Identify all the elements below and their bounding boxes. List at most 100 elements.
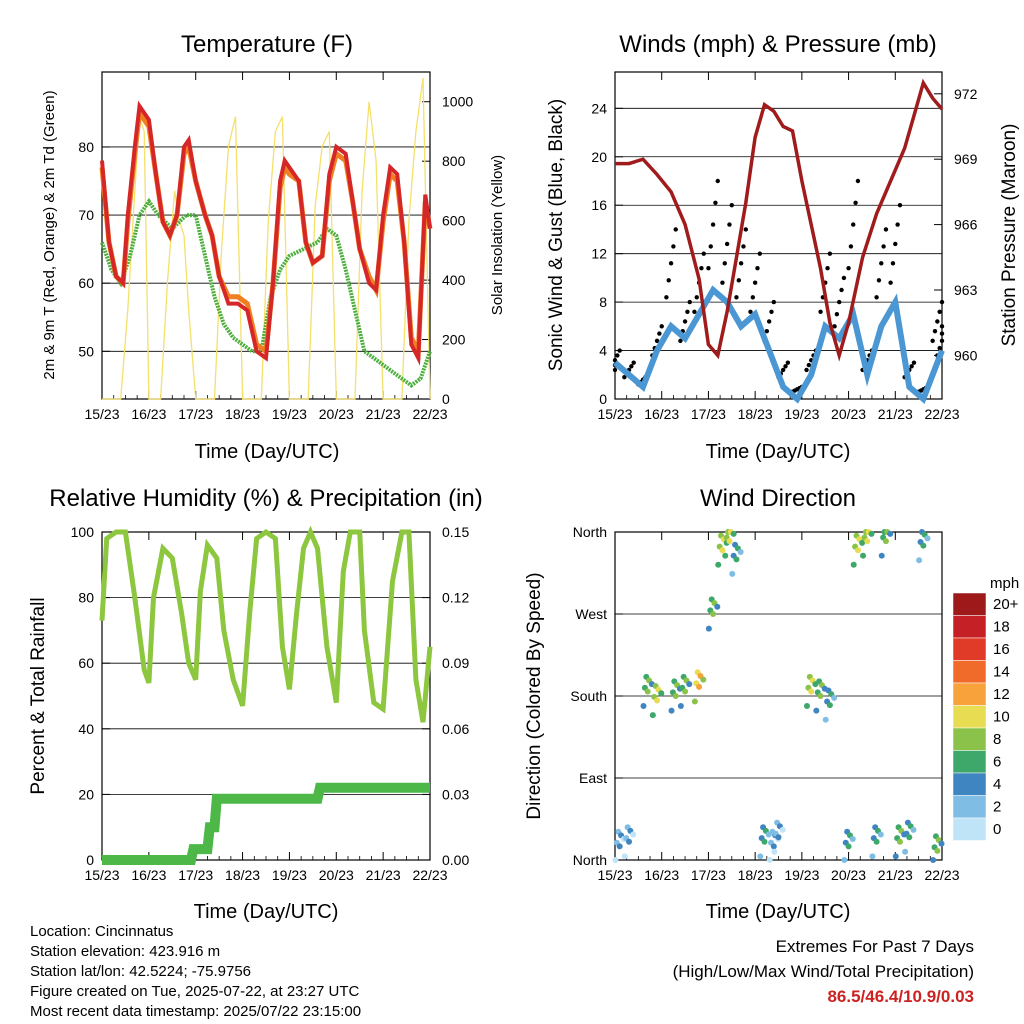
direction-point [761, 838, 768, 845]
gust-points [612, 178, 945, 394]
temp-2m-line [100, 100, 432, 366]
gust-point [629, 364, 634, 369]
colorbar-label: 14 [993, 664, 1010, 681]
y-tick-label: 60 [78, 655, 94, 671]
y2-tick-label: 400 [442, 272, 466, 288]
gust-point [678, 338, 683, 344]
direction-point [696, 683, 703, 690]
gust-point [783, 364, 788, 369]
gust-point [615, 353, 620, 358]
colorbar-label: 12 [993, 686, 1010, 703]
winds-ylabel-left: Sonic Wind & Gust (Blue, Black) [546, 99, 567, 371]
gust-point [780, 367, 786, 373]
precip-line [102, 782, 430, 865]
x-tick-label: 15/23 [597, 406, 632, 422]
gust-point [888, 280, 893, 285]
station-info: Location: Cincinnatus Station elevation:… [30, 922, 361, 1022]
pressure-line [615, 78, 944, 362]
direction-point [902, 848, 909, 855]
gust-point [671, 244, 676, 249]
humidity-ylabel-left: Percent & Total Rainfall [28, 597, 49, 794]
x-tick-label: 16/23 [131, 867, 166, 883]
x-tick-label: 19/23 [272, 867, 307, 883]
gust-point [657, 331, 662, 336]
x-tick-label: 20/23 [319, 867, 354, 883]
x-tick-label: 18/23 [738, 406, 773, 422]
x-tick-label: 18/23 [225, 406, 260, 422]
dewpoint-line [100, 197, 432, 388]
x-tick-label: 21/23 [878, 867, 913, 883]
y2-tick-label: 600 [442, 213, 466, 229]
gust-point [935, 319, 940, 324]
solar-insolation-line [102, 77, 431, 400]
gust-point [837, 299, 842, 305]
direction-point [873, 838, 880, 845]
y-tick-label: 12 [591, 246, 607, 262]
x-tick-label: 17/23 [691, 867, 726, 883]
gust-point [939, 331, 945, 336]
colorbar-swatch [952, 592, 987, 616]
direction-point [869, 853, 876, 860]
temperature-ylabel-left: 2m & 9m T (Red, Orange) & 2m Td (Green) [41, 90, 58, 379]
gust-point [764, 328, 770, 334]
direction-point [775, 834, 782, 841]
colorbar-label: 0 [993, 821, 1001, 838]
direction-point [934, 847, 941, 854]
x-tick-label: 22/23 [412, 867, 447, 883]
gust-point [727, 222, 732, 227]
x-tick-label: 17/23 [178, 406, 213, 422]
direction-point [896, 838, 903, 845]
gust-point [874, 295, 879, 300]
y-tick-label: North [573, 852, 607, 868]
gust-point [911, 360, 917, 365]
direction-point [817, 693, 824, 699]
x-tick-label: 15/23 [84, 867, 119, 883]
x-tick-label: 16/23 [644, 406, 679, 422]
gust-point [612, 367, 618, 373]
y-tick-label: 80 [78, 590, 94, 606]
x-tick-label: 20/23 [831, 406, 866, 422]
gust-point [930, 338, 935, 344]
gust-point [687, 299, 692, 305]
direction-point [822, 716, 829, 723]
gust-point [659, 324, 664, 329]
gust-point [848, 244, 854, 249]
x-tick-label: 16/23 [131, 406, 166, 422]
y-tick-label: 70 [78, 207, 94, 223]
y2-tick-label: 966 [954, 217, 978, 233]
colorbar-swatch [952, 637, 987, 661]
direction-point [878, 552, 885, 559]
gust-point [818, 309, 823, 314]
direction-point [864, 538, 871, 545]
direction-point [737, 549, 744, 556]
x-tick-label: 21/23 [878, 406, 913, 422]
gust-point [939, 338, 945, 344]
y-tick-label: 50 [78, 343, 94, 359]
direction-point [916, 557, 923, 564]
direction-point [850, 561, 857, 568]
gust-point [692, 309, 697, 314]
direction-point [813, 707, 820, 714]
gust-point [708, 244, 713, 249]
gust-point [757, 251, 763, 256]
x-tick-label: 20/23 [319, 406, 354, 422]
direction-point [700, 676, 707, 683]
x-tick-label: 21/23 [366, 406, 401, 422]
direction-point [887, 530, 894, 537]
colorbar-label: 20+ [993, 596, 1019, 613]
direction-point [831, 694, 838, 701]
gust-point [839, 287, 844, 293]
x-tick-label: 22/23 [924, 406, 959, 422]
y-tick-label: South [570, 688, 607, 704]
gust-point [654, 338, 660, 344]
direction-points [612, 529, 945, 863]
gust-point [622, 375, 627, 380]
gust-point [752, 280, 758, 285]
direction-point [860, 552, 867, 559]
direction-panel: Wind Direction Time (Day/UTC) Direction … [524, 485, 1019, 923]
y2-tick-label: 200 [442, 332, 466, 348]
temperature-xlabel: Time (Day/UTC) [195, 441, 340, 463]
y-tick-label: 100 [71, 524, 95, 540]
direction-point [654, 697, 661, 704]
x-tick-label: 22/23 [412, 406, 447, 422]
